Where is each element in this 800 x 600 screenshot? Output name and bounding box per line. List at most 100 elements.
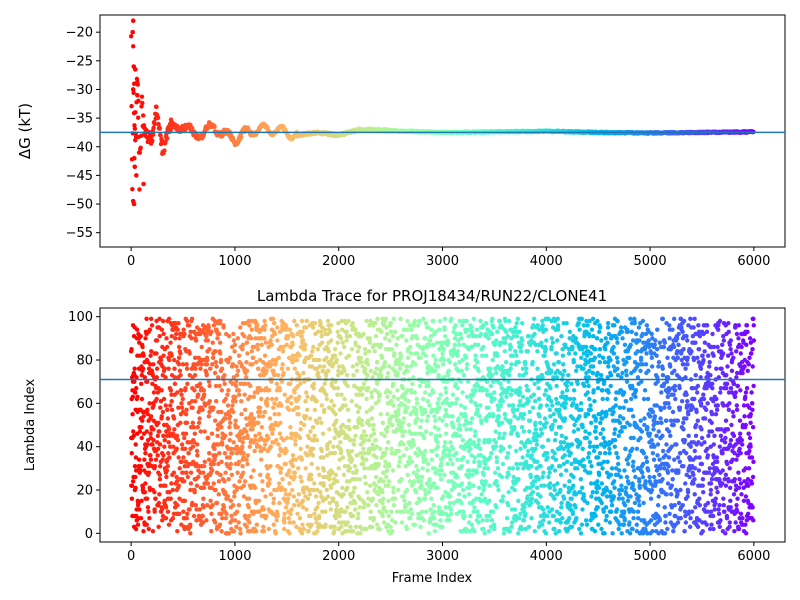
lambda-point (516, 515, 522, 521)
lambda-point (403, 409, 409, 415)
lambda-point (406, 422, 412, 428)
lambda-point (140, 418, 145, 423)
lambda-point (212, 446, 217, 452)
lambda-point (165, 407, 170, 413)
lambda-point (416, 323, 421, 328)
lambda-point (431, 342, 436, 348)
lambda-point (426, 489, 432, 495)
lambda-point (467, 481, 472, 486)
lambda-point (290, 463, 296, 469)
lambda-point (299, 479, 304, 484)
lambda-point (415, 453, 420, 458)
lambda-point (370, 375, 375, 380)
lambda-point (467, 442, 473, 447)
lambda-point (407, 455, 412, 460)
lambda-point (261, 524, 266, 530)
lambda-point (269, 422, 275, 428)
delta-g-point (138, 145, 143, 151)
lambda-point (130, 411, 135, 417)
lambda-point (310, 446, 316, 452)
lambda-point (540, 507, 546, 512)
lambda-point (430, 448, 435, 454)
lambda-point (496, 487, 501, 493)
lambda-point (483, 353, 489, 358)
lambda-point (433, 329, 438, 335)
lambda-point (474, 470, 479, 475)
lambda-point (287, 531, 292, 536)
lambda-point (453, 401, 458, 406)
lambda-point (409, 327, 414, 332)
lambda-point (450, 446, 456, 452)
lambda-point (357, 392, 362, 397)
lambda-point (369, 416, 375, 421)
lambda-point (467, 468, 472, 473)
lambda-point (549, 336, 555, 341)
lambda-point (423, 448, 428, 454)
lambda-point (499, 385, 504, 391)
lambda-point (236, 520, 241, 525)
lambda-point (325, 494, 331, 499)
lambda-point (303, 398, 308, 404)
lambda-point (523, 370, 529, 376)
lambda-point (179, 405, 185, 410)
lambda-point (541, 518, 546, 523)
lambda-point (252, 509, 257, 514)
lambda-point (404, 526, 410, 532)
lambda-point (242, 392, 247, 397)
lambda-point (159, 507, 165, 512)
lambda-point (232, 494, 237, 499)
lambda-point (554, 351, 559, 356)
lambda-point (282, 511, 287, 517)
lambda-point (284, 435, 290, 441)
lambda-point (309, 364, 315, 369)
lambda-point (350, 513, 356, 519)
lambda-point (266, 344, 271, 350)
lambda-point (235, 424, 240, 430)
lambda-point (134, 327, 140, 332)
lambda-point (451, 500, 456, 506)
lambda-point (291, 333, 296, 339)
lambda-point (329, 398, 334, 404)
lambda-point (479, 492, 484, 497)
lambda-point (467, 472, 472, 478)
lambda-point (194, 507, 199, 512)
delta-g-outlier-point (131, 81, 137, 87)
lambda-point (247, 444, 253, 449)
lambda-point (427, 476, 432, 482)
lambda-point (364, 396, 369, 402)
lambda-point (353, 524, 359, 530)
lambda-point (429, 496, 434, 501)
lambda-point (412, 431, 417, 436)
lambda-point (269, 362, 274, 367)
lambda-point (529, 453, 534, 458)
lambda-point (175, 327, 180, 332)
lambda-point (311, 381, 317, 387)
lambda-point (351, 437, 357, 443)
lambda-point (432, 466, 437, 471)
lambda-point (554, 375, 560, 380)
lambda-point (374, 455, 379, 460)
lambda-point (462, 513, 467, 519)
lambda-point (557, 511, 562, 517)
lambda-point (511, 333, 516, 339)
lambda-point (210, 340, 215, 345)
lambda-point (438, 518, 443, 523)
lambda-point (230, 502, 236, 508)
lambda-point (526, 333, 532, 339)
lambda-point (228, 420, 233, 426)
lambda-point (253, 336, 258, 341)
lambda-point (202, 403, 208, 408)
lambda-point (177, 511, 182, 517)
lambda-point (309, 522, 314, 527)
lambda-point (404, 405, 410, 410)
lambda-point (364, 357, 370, 363)
lambda-point (292, 366, 298, 371)
lambda-point (431, 318, 436, 324)
lambda-point (236, 502, 242, 508)
lambda-point (279, 379, 285, 384)
lambda-point (432, 368, 438, 374)
lambda-point (249, 474, 254, 480)
lambda-point (383, 463, 388, 469)
lambda-point (252, 344, 257, 350)
